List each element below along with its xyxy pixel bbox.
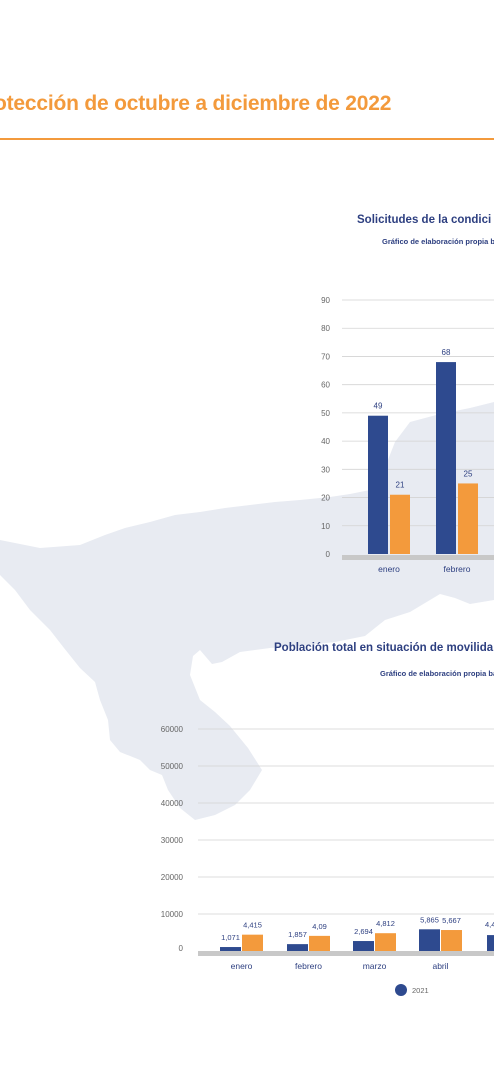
chart1-ytick-label: 0 <box>326 550 331 559</box>
chart1-ytick-label: 30 <box>321 465 330 474</box>
chart2-bar <box>220 947 241 951</box>
chart1-ytick-label: 40 <box>321 437 330 446</box>
chart2-ytick-label: 0 <box>179 944 184 953</box>
chart2-data-label: 1,071 <box>221 933 240 942</box>
chart2-title: Población total en situación de movilida <box>274 642 494 654</box>
chart2-data-label: 1,857 <box>288 930 307 939</box>
chart1-plot: 0 10 20 30 40 50 60 70 80 90 49 21 enero 68 25 febrero <box>321 296 494 574</box>
chart2-bar <box>287 944 308 951</box>
chart1-xtick-label: febrero <box>444 564 471 574</box>
chart2-xtick-label: enero <box>231 961 253 971</box>
chart2-legend-label: 2021 <box>412 986 429 995</box>
chart2-bar <box>309 935 330 951</box>
chart2-ytick-label: 60000 <box>161 725 184 734</box>
chart1-bar <box>458 483 478 554</box>
chart2-bar <box>375 933 396 951</box>
chart2-bar <box>419 929 440 951</box>
chart2-xtick-label: febrero <box>295 961 322 971</box>
chart2-legend-marker <box>395 984 407 996</box>
chart1-data-label: 68 <box>442 348 451 357</box>
chart2-xtick-label: marzo <box>363 961 387 971</box>
chart2-data-label: 4,415 <box>243 921 262 930</box>
chart2-data-label: 5,865 <box>420 915 439 924</box>
page-title: otección de octubre a diciembre de 2022 <box>0 92 392 115</box>
chart1-bar <box>390 494 410 554</box>
chart1-xtick-label: enero <box>378 564 400 574</box>
chart2-data-label: 4,09 <box>312 922 327 931</box>
chart1-ytick-label: 70 <box>321 352 330 361</box>
chart1-baseline <box>342 555 494 560</box>
chart2-ytick-label: 30000 <box>161 836 184 845</box>
chart1-data-label: 25 <box>464 469 473 478</box>
header-divider <box>0 138 494 140</box>
chart1-data-label: 49 <box>374 402 383 411</box>
chart2-ytick-label: 10000 <box>161 910 184 919</box>
chart1-ytick-label: 60 <box>321 381 330 390</box>
chart1-ytick-label: 80 <box>321 324 330 333</box>
chart1-bar <box>368 415 388 554</box>
chart2-bar <box>242 934 263 951</box>
chart1-ytick-label: 20 <box>321 494 330 503</box>
chart2-ytick-label: 20000 <box>161 873 184 882</box>
chart2-bar <box>353 941 374 951</box>
chart1-subtitle: Gráfico de elaboración propia b <box>382 237 494 246</box>
chart2-data-label: 5,667 <box>442 916 461 925</box>
chart2-bar <box>487 935 494 951</box>
chart1-ytick-label: 10 <box>321 522 330 531</box>
chart2-ytick-label: 50000 <box>161 762 184 771</box>
chart2-subtitle: Gráfico de elaboración propia ba <box>380 669 494 678</box>
chart2-data-label: 2,694 <box>354 927 373 936</box>
chart2-bar <box>441 930 462 951</box>
chart2-xtick-label: abril <box>432 961 448 971</box>
chart2-data-label: 4,812 <box>376 919 395 928</box>
chart1-ytick-label: 50 <box>321 409 330 418</box>
chart2-baseline <box>198 951 494 956</box>
chart2-ytick-label: 40000 <box>161 799 184 808</box>
chart1-ytick-label: 90 <box>321 296 330 305</box>
chart1-bar <box>436 362 456 554</box>
chart1-data-label: 21 <box>396 481 405 490</box>
chart2-data-label: 4,4 <box>485 920 494 929</box>
chart1-title: Solicitudes de la condici <box>357 214 492 226</box>
